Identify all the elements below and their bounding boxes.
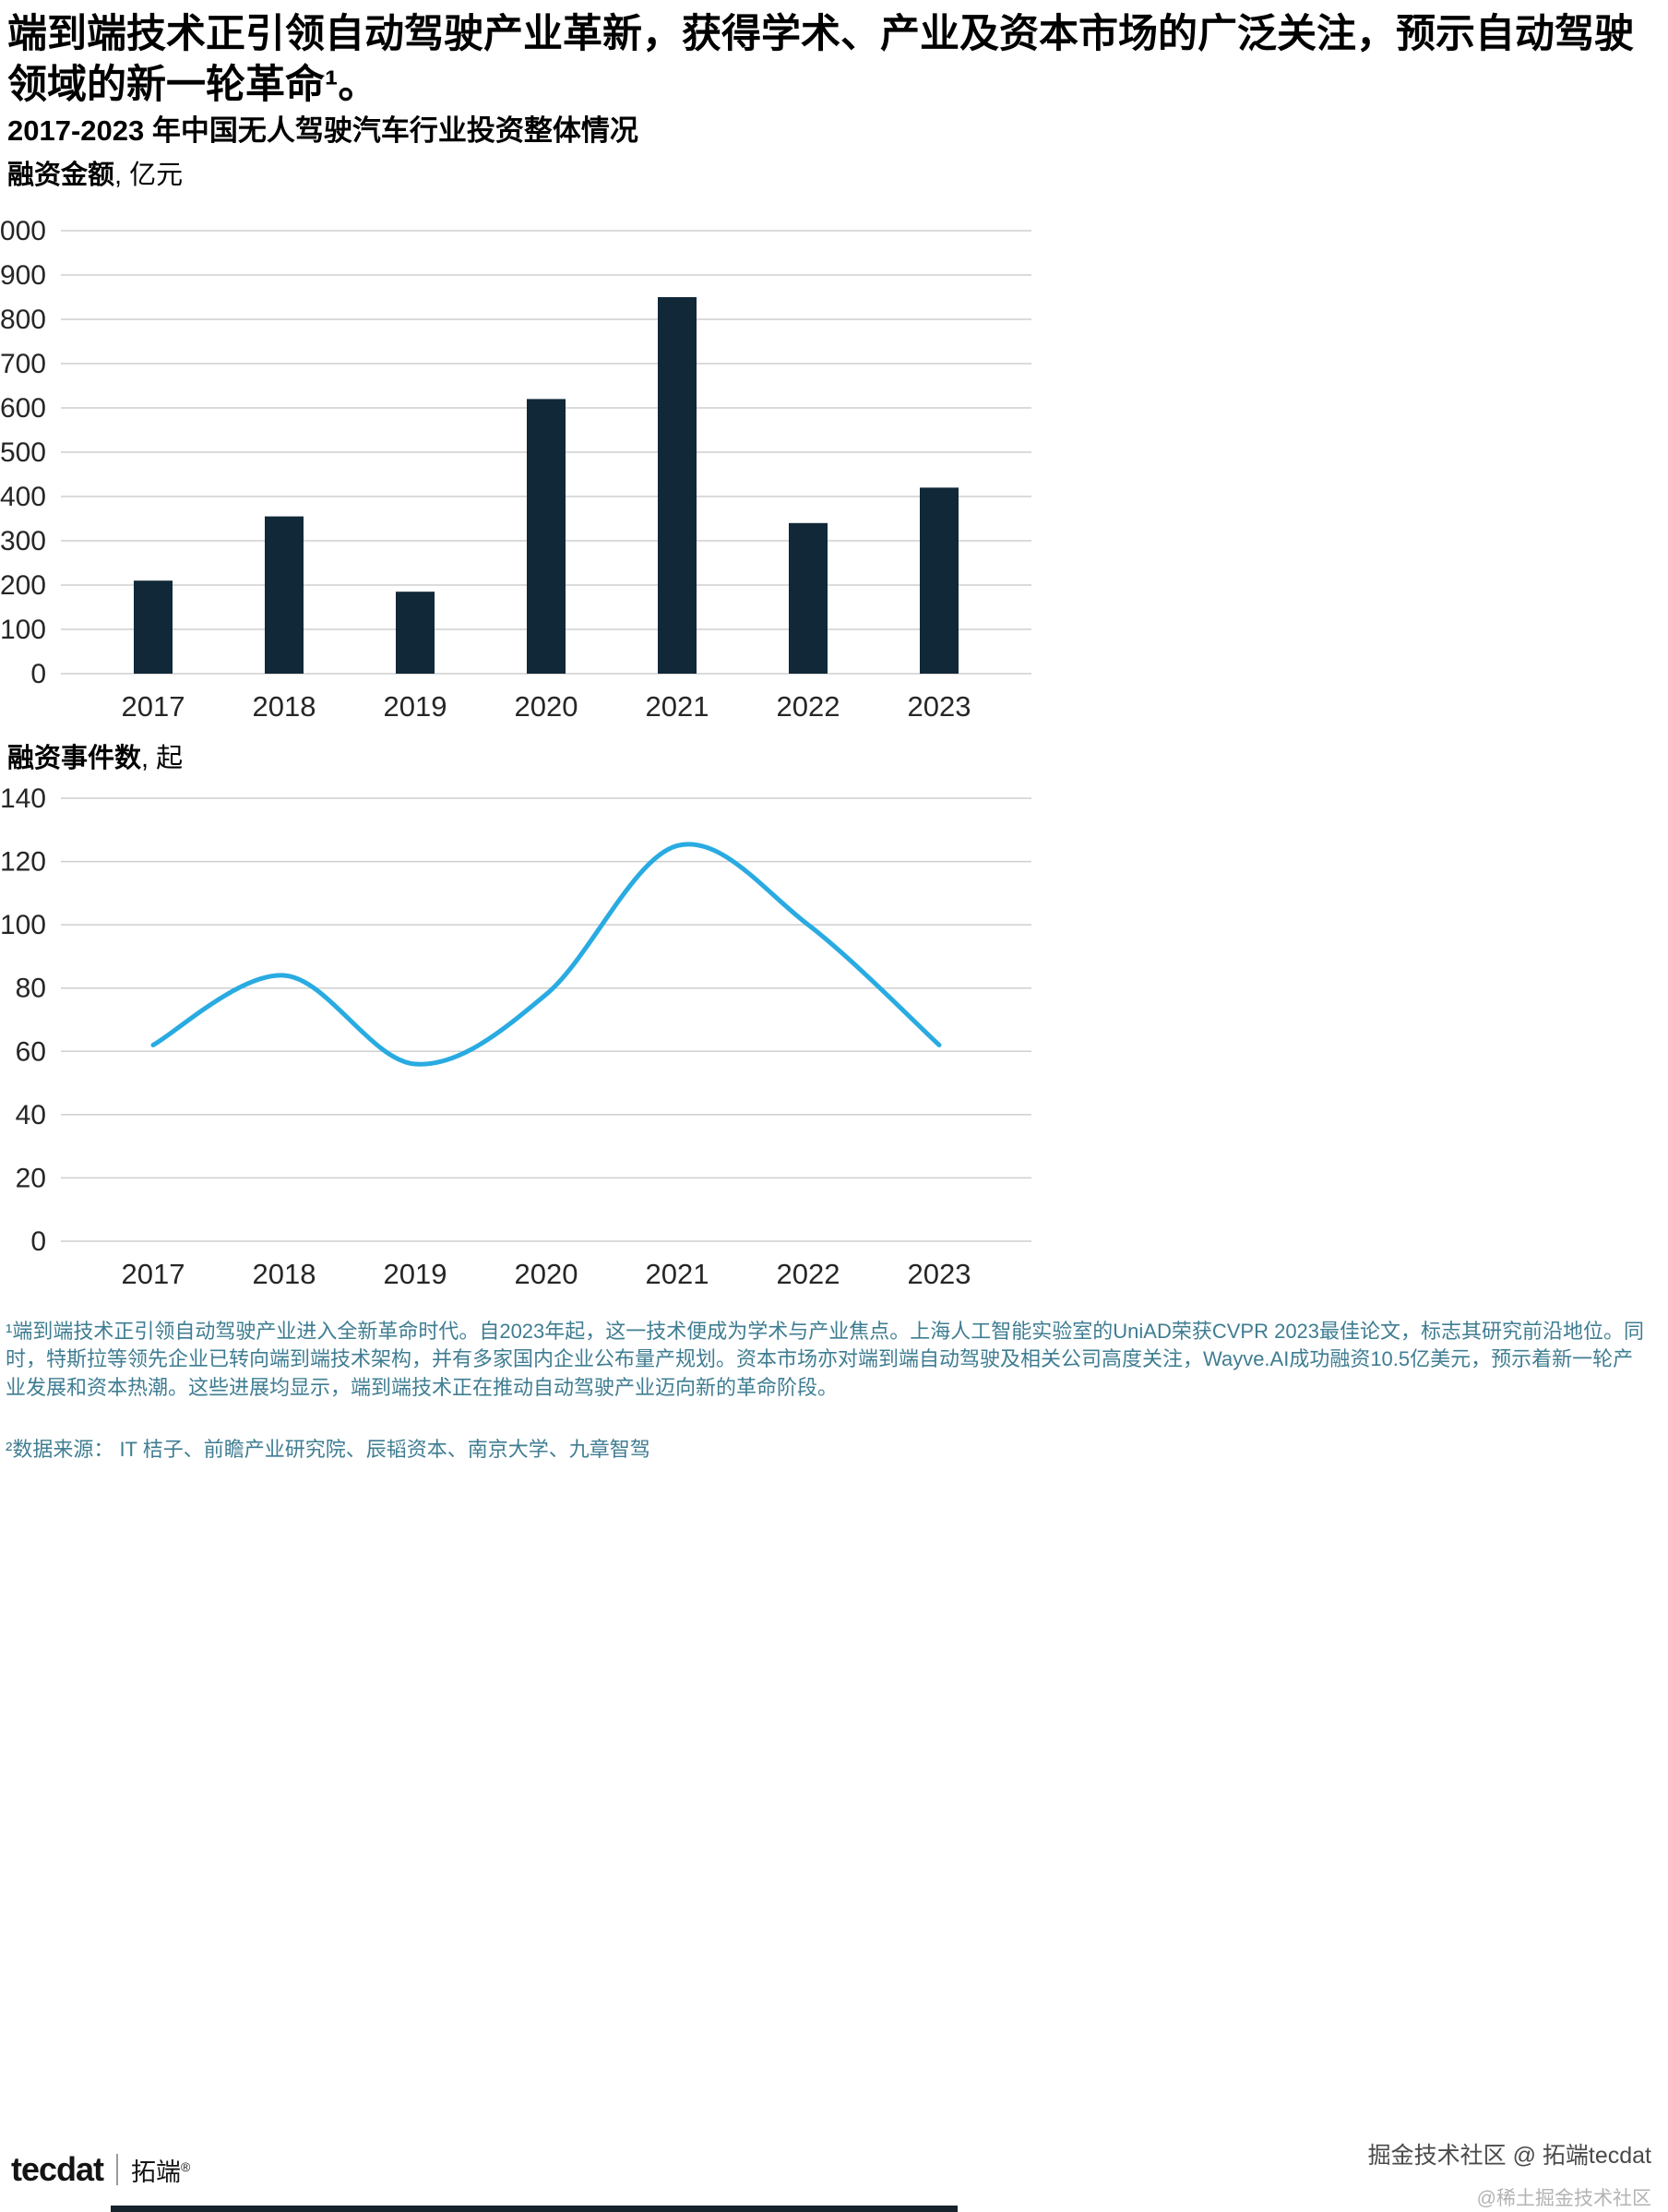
x-tick-label: 2022 bbox=[777, 690, 840, 723]
bar-2020 bbox=[527, 399, 566, 674]
logo-separator bbox=[116, 2154, 119, 2185]
page-title: 端到端技术正引领自动驾驶产业革新，获得学术、产业及资本市场的广泛关注，预示自动驾… bbox=[7, 12, 1634, 108]
x-tick-label: 2020 bbox=[515, 1258, 578, 1290]
logo-chinese-name: 拓端® bbox=[131, 2152, 190, 2188]
bar-2018 bbox=[265, 516, 304, 674]
y-tick-label: 120 bbox=[0, 847, 46, 878]
y-tick-label: 700 bbox=[0, 349, 46, 379]
line-series bbox=[150, 842, 942, 1067]
logo-cn-text: 拓端 bbox=[131, 2158, 182, 2186]
y-tick-label: 20 bbox=[16, 1163, 46, 1193]
bar-chart-label-bold: 融资金额 bbox=[7, 161, 115, 190]
footnote-2: ²数据来源： IT 桔子、前瞻产业研究院、辰韬资本、南京大学、九章智驾 bbox=[6, 1438, 650, 1461]
y-tick-label: 60 bbox=[16, 1036, 46, 1067]
y-tick-label: 80 bbox=[16, 974, 46, 1004]
x-tick-label: 2018 bbox=[253, 690, 316, 723]
y-tick-label: 400 bbox=[0, 482, 46, 512]
bar-chart: 0 100 200 300 400 500 600 700 800 900 1000 2017 2018… bbox=[0, 216, 1031, 723]
x-tick-label: 2017 bbox=[122, 690, 185, 723]
x-tick-label: 2017 bbox=[122, 1258, 185, 1290]
line-chart: 0 20 40 60 80 100 120 140 2017 2018 2019 2020 2021 20… bbox=[0, 783, 1031, 1290]
y-tick-label: 300 bbox=[0, 526, 46, 556]
bar-2021 bbox=[658, 297, 697, 674]
tecdat-logo: tecdat 拓端® bbox=[11, 2150, 190, 2189]
y-tick-label: 200 bbox=[0, 570, 46, 601]
x-tick-label: 2023 bbox=[908, 690, 971, 723]
line-chart-label: 融资事件数, 起 bbox=[7, 736, 183, 775]
logo-wordmark: tecdat bbox=[11, 2150, 104, 2188]
y-tick-label: 40 bbox=[16, 1100, 46, 1130]
y-tick-label: 140 bbox=[0, 783, 46, 814]
y-tick-label: 900 bbox=[0, 260, 46, 291]
line-chart-label-unit: , 起 bbox=[141, 744, 184, 773]
x-tick-label: 2019 bbox=[384, 1258, 447, 1290]
bar-2023 bbox=[920, 487, 959, 674]
footnote-1: ¹端到端技术正引领自动驾驶产业进入全新革命时代。自2023年起，这一技术便成为学… bbox=[6, 1320, 1645, 1399]
y-tick-label: 1000 bbox=[0, 216, 46, 246]
y-tick-label: 100 bbox=[0, 910, 46, 940]
page-subtitle: 2017-2023 年中国无人驾驶汽车行业投资整体情况 bbox=[7, 114, 638, 147]
x-tick-label: 2018 bbox=[253, 1258, 316, 1290]
bar-chart-label: 融资金额, 亿元 bbox=[7, 153, 183, 192]
x-tick-label: 2023 bbox=[908, 1258, 971, 1290]
y-tick-label: 0 bbox=[30, 659, 46, 689]
bar-2017 bbox=[134, 580, 173, 674]
x-tick-label: 2021 bbox=[646, 690, 709, 723]
bar-chart-label-unit: , 亿元 bbox=[114, 161, 184, 190]
y-tick-label: 500 bbox=[0, 437, 46, 468]
bar-2019 bbox=[396, 592, 435, 674]
watermark-community: 掘金技术社区 @ 拓端tecdat bbox=[1367, 2143, 1651, 2169]
x-tick-label: 2020 bbox=[515, 690, 578, 723]
line-chart-label-bold: 融资事件数 bbox=[7, 744, 142, 773]
watermark-juejin: @稀土掘金技术社区 bbox=[1476, 2188, 1651, 2209]
x-tick-label: 2022 bbox=[777, 1258, 840, 1290]
x-tick-label: 2021 bbox=[646, 1258, 709, 1290]
y-tick-label: 600 bbox=[0, 393, 46, 424]
registered-mark: ® bbox=[181, 2158, 191, 2174]
y-tick-label: 100 bbox=[0, 615, 46, 645]
bar-2022 bbox=[789, 522, 828, 674]
y-tick-label: 800 bbox=[0, 305, 46, 335]
x-tick-label: 2019 bbox=[384, 690, 447, 723]
y-tick-label: 0 bbox=[30, 1226, 46, 1257]
page-bottom-divider bbox=[111, 2206, 958, 2212]
